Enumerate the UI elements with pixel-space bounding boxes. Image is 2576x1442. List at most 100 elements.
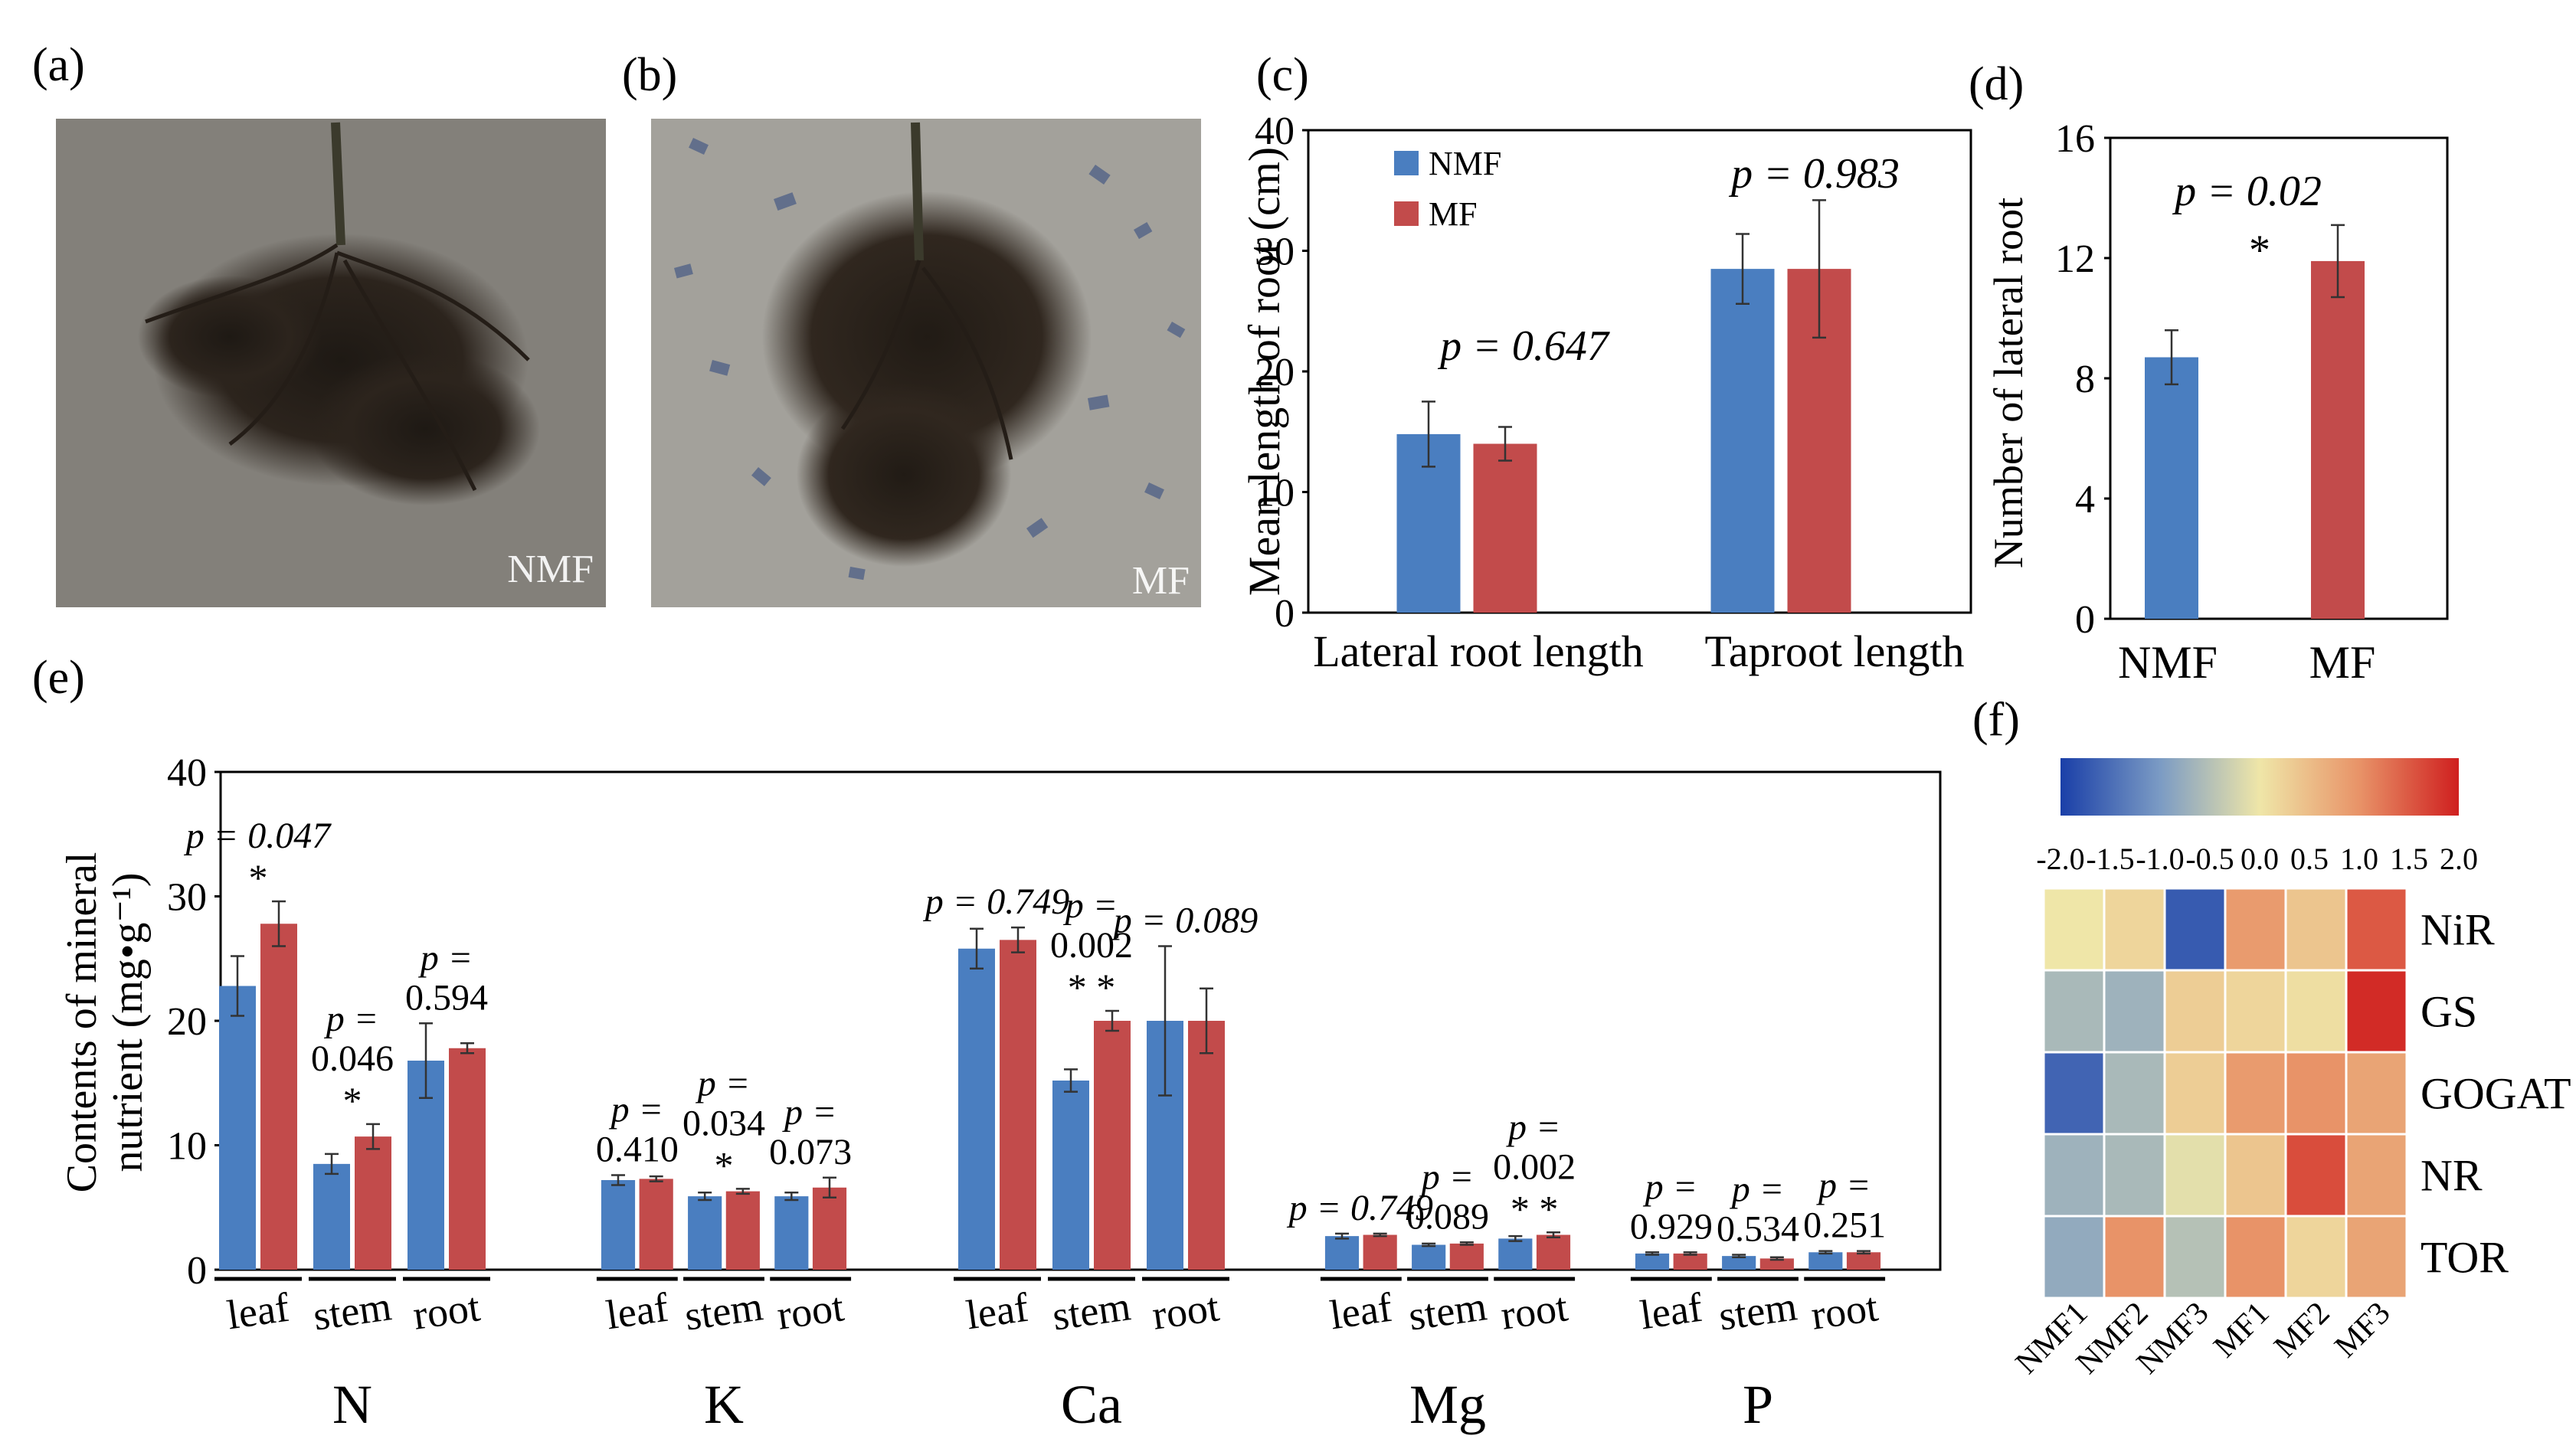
chart-e-pvalue: 0.073 — [769, 1132, 852, 1172]
chart-e-bar-mf-N-stem — [355, 1136, 391, 1270]
heatmap-row-label: GOGAT — [2421, 1069, 2571, 1119]
colorbar-tick-label: -0.5 — [2185, 842, 2234, 876]
heatmap-f: -2.0 -1.5 -1.0 -0.5 0.0 0.5 1.0 1.5 2.0 NiR GS GOG… — [2009, 758, 2571, 1381]
heatmap-cell — [2284, 1215, 2348, 1300]
chart-c: 0 10 20 30 40 Mean length of root (cm) Later… — [1239, 110, 1972, 676]
chart-d-ytick-label: 16 — [2055, 117, 2095, 161]
chart-e-tissue-label: leaf — [224, 1284, 293, 1339]
heatmap-cell — [2163, 969, 2227, 1054]
colorbar-tick-label: 2.0 — [2440, 842, 2478, 876]
chart-e-pvalue: 0.034 — [682, 1103, 765, 1143]
heatmap-col-label: MF3 — [2328, 1296, 2397, 1365]
heatmap-cell — [2163, 1215, 2227, 1300]
chart-e-ytick-label: 40 — [167, 751, 207, 795]
chart-e-tissue-label: root — [1498, 1283, 1571, 1339]
chart-e-tissue-label: stem — [1406, 1283, 1489, 1339]
panel-label-a: (a) — [32, 39, 85, 91]
chart-e-pvalue: p = — [1506, 1107, 1560, 1147]
chart-d-bar-nmf — [2145, 357, 2198, 619]
heatmap-row-label: NR — [2421, 1151, 2483, 1201]
panel-label-e: (e) — [32, 652, 85, 704]
chart-c-category-1: Taproot length — [1704, 626, 1964, 676]
chart-e-pvalue: p = — [1643, 1166, 1697, 1207]
chart-e-tissue-label: root — [1150, 1283, 1223, 1339]
chart-d-ytick-label: 0 — [2075, 598, 2095, 642]
chart-e-tissue-label: leaf — [1327, 1284, 1395, 1339]
chart-e-significance-star: * — [343, 1079, 362, 1122]
chart-e-significance-star: * — [249, 856, 268, 899]
colorbar-tick-label: -1.5 — [2086, 842, 2134, 876]
chart-e-bar-nmf-P-leaf — [1635, 1253, 1670, 1270]
chart-d-ytick-label: 12 — [2055, 237, 2095, 281]
colorbar-tick-label: -1.0 — [2136, 842, 2184, 876]
chart-e-tissue-label: stem — [1049, 1283, 1133, 1339]
chart-c-ytick-label: 30 — [1255, 231, 1295, 274]
chart-d-category-0: NMF — [2118, 637, 2218, 688]
colorbar-tick-label: 1.5 — [2390, 842, 2428, 876]
chart-e: 0 10 20 30 40 Contents of mineral nutrient (… — [58, 751, 1942, 1435]
chart-e-bar-mf-Ca-stem — [1094, 1021, 1131, 1270]
chart-e-bar-mf-Mg-stem — [1449, 1243, 1484, 1270]
chart-e-pvalue: p = 0.749 — [923, 881, 1069, 922]
chart-e-group-label: P — [1743, 1374, 1773, 1435]
chart-e-group-label: Ca — [1061, 1374, 1122, 1435]
heatmap-row-label: GS — [2421, 987, 2477, 1037]
heatmap-cell — [2103, 1133, 2166, 1218]
chart-e-pvalue: p = — [1816, 1166, 1871, 1206]
photo-b-label: MF — [1132, 559, 1190, 603]
chart-e-bar-nmf-P-stem — [1722, 1256, 1756, 1270]
heatmap-cell — [2224, 887, 2287, 972]
photo-a-label: NMF — [507, 548, 594, 591]
chart-e-pvalue: p = — [418, 937, 473, 978]
chart-c-ytick-label: 40 — [1255, 110, 1295, 153]
chart-e-pvalue: 0.534 — [1717, 1209, 1799, 1250]
chart-e-tissue-label: leaf — [603, 1284, 671, 1339]
chart-e-ylabel-line1: Contents of mineral — [58, 852, 106, 1193]
chart-c-bar-mf-0 — [1473, 443, 1537, 613]
heatmap-cell — [2042, 969, 2106, 1054]
chart-e-pvalue: p = — [1419, 1156, 1474, 1197]
chart-e-bar-mf-Ca-leaf — [1000, 940, 1036, 1270]
heatmap-cell — [2224, 969, 2287, 1054]
chart-e-pvalue: p = — [1063, 885, 1118, 926]
chart-d-category-1: MF — [2309, 637, 2376, 688]
chart-e-pvalue: p = 0.749 — [1287, 1188, 1433, 1228]
chart-e-bar-mf-Mg-leaf — [1363, 1234, 1397, 1270]
chart-e-group-label: K — [704, 1374, 744, 1435]
heatmap-cell — [2163, 1051, 2227, 1136]
heatmap-cell — [2345, 1215, 2408, 1300]
chart-c-ylabel: Mean length of root (cm) — [1239, 147, 1289, 596]
chart-e-pvalue: 0.410 — [596, 1130, 679, 1170]
chart-e-tissue-label: root — [411, 1283, 483, 1339]
chart-e-bar-mf-Ca-root — [1188, 1021, 1225, 1270]
chart-e-tissue-label: leaf — [1637, 1284, 1705, 1339]
heatmap-cell — [2103, 887, 2166, 972]
chart-e-pvalue: p = — [1730, 1169, 1784, 1210]
chart-e-pvalue: 0.594 — [405, 977, 488, 1018]
chart-c-pvalue-0: p = 0.647 — [1437, 322, 1610, 370]
colorbar — [2060, 758, 2459, 816]
chart-e-group-label: Mg — [1409, 1374, 1486, 1435]
chart-e-ylabel-line2: nutrient (mg•g⁻¹) — [104, 873, 152, 1172]
chart-e-bar-nmf-K-leaf — [601, 1180, 636, 1270]
chart-e-bar-nmf-P-root — [1808, 1252, 1843, 1270]
chart-e-pvalue: p = — [782, 1092, 836, 1133]
chart-e-bar-mf-P-stem — [1759, 1258, 1794, 1270]
heatmap-cell — [2345, 969, 2408, 1054]
heatmap-cell — [2284, 1051, 2348, 1136]
chart-e-tissue-label: root — [774, 1283, 847, 1339]
chart-e-bar-nmf-Ca-stem — [1052, 1081, 1089, 1270]
photo-b: MF — [651, 119, 1201, 607]
chart-d-star: * — [2249, 227, 2270, 274]
chart-e-bar-nmf-Ca-leaf — [958, 948, 995, 1270]
heatmap-cell — [2042, 1051, 2106, 1136]
chart-e-bar-nmf-Mg-root — [1498, 1238, 1533, 1270]
legend-mf-swatch — [1394, 201, 1419, 226]
chart-e-ytick-label: 0 — [187, 1249, 207, 1293]
chart-e-bar-nmf-K-root — [774, 1196, 809, 1270]
chart-e-significance-star: * — [715, 1143, 734, 1186]
colorbar-tick-label: 0.0 — [2240, 842, 2279, 876]
chart-e-pvalue: 0.002 — [1050, 925, 1133, 966]
chart-e-tissue-label: root — [1808, 1283, 1881, 1339]
